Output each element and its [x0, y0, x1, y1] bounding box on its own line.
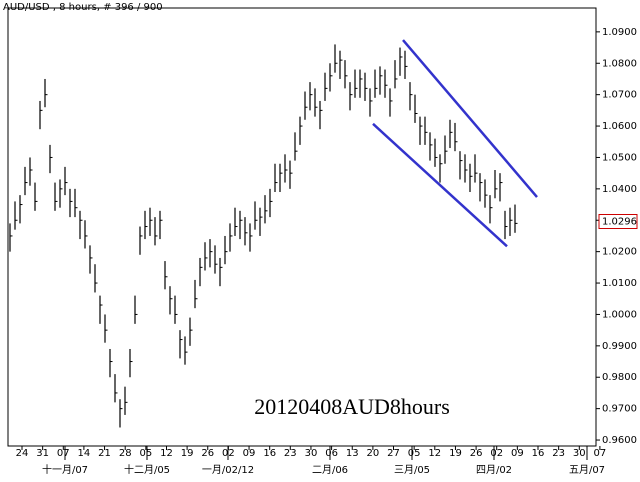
x-tick-label: 19: [449, 448, 462, 459]
month-label: 四月/02: [476, 464, 512, 476]
x-tick-label: 27: [387, 448, 400, 459]
x-tick-label: 02: [490, 448, 503, 459]
x-tick-label: 26: [470, 448, 483, 459]
plot-frame: [7, 7, 597, 447]
x-tick-label: 07: [57, 448, 70, 459]
x-tick-label: 16: [263, 448, 276, 459]
month-label: 二月/06: [312, 464, 348, 476]
x-tick-label: 07: [594, 448, 607, 459]
x-tick-label: 09: [243, 448, 256, 459]
x-tick-label: 30: [305, 448, 318, 459]
chart-title: AUD/USD , 8 hours, # 396 / 900: [3, 2, 163, 13]
month-label: 一月/02/12: [202, 464, 254, 476]
x-tick-label: 05: [139, 448, 152, 459]
x-tick-label: 26: [201, 448, 214, 459]
trend-line: [402, 39, 538, 198]
x-tick-label: 28: [119, 448, 132, 459]
x-tick-label: 23: [284, 448, 297, 459]
month-label: 十一月/07: [42, 463, 88, 476]
y-tick-label: 0.9600: [602, 435, 637, 446]
y-tick-label: 0.9700: [602, 404, 637, 415]
month-label: 五月/07: [569, 464, 605, 476]
x-tick-label: 19: [181, 448, 194, 459]
y-tick-label: 1.0100: [602, 278, 637, 289]
x-tick-label: 23: [552, 448, 565, 459]
x-tick-label: 20: [367, 448, 380, 459]
y-tick-label: 1.0800: [602, 58, 637, 69]
trend-line: [372, 122, 508, 248]
y-tick-label: 1.0400: [602, 184, 637, 195]
y-tick-label: 0.9800: [602, 372, 637, 383]
x-tick-label: 13: [346, 448, 359, 459]
y-tick-label: 1.0700: [602, 90, 637, 101]
x-tick-label: 21: [98, 448, 111, 459]
x-tick-label: 14: [78, 448, 91, 459]
annotation: 20120408AUD8hours: [254, 394, 450, 419]
month-label: 十二月/05: [124, 463, 170, 476]
month-label: 三月/05: [394, 464, 430, 476]
x-tick-label: 24: [16, 448, 29, 459]
x-tick-label: 16: [532, 448, 545, 459]
x-tick-label: 12: [160, 448, 173, 459]
y-tick-label: 1.0500: [602, 152, 637, 163]
y-tick-label: 1.0600: [602, 121, 637, 132]
x-tick-label: 09: [511, 448, 524, 459]
y-tick-label: 1.0900: [602, 27, 637, 38]
last-price-box: [598, 214, 638, 230]
last-price-label: 1.0296: [602, 217, 637, 228]
x-tick-label: 31: [36, 448, 49, 459]
x-tick-label: 06: [325, 448, 338, 459]
y-tick-label: 0.9900: [602, 341, 637, 352]
x-tick-label: 12: [428, 448, 441, 459]
y-tick-label: 1.0000: [602, 309, 637, 320]
x-tick-label: 05: [408, 448, 421, 459]
y-tick-label: 1.0200: [602, 247, 637, 258]
x-tick-label: 30: [573, 448, 586, 459]
